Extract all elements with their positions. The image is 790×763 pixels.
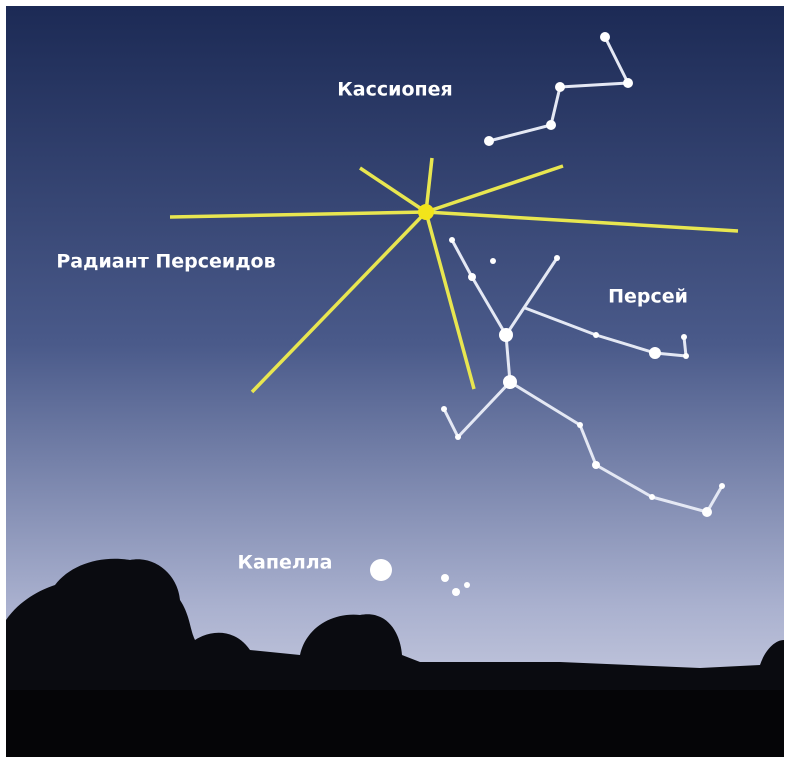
label: Кассиопея — [337, 79, 452, 101]
radiant — [418, 204, 434, 220]
label: Радиант Персеидов — [56, 251, 275, 273]
ground — [6, 690, 784, 757]
label: Капелла — [237, 552, 332, 574]
sky-diagram: Кассиопея Радиант Персеидов Персей Капел… — [0, 0, 790, 763]
label: Персей — [608, 286, 688, 308]
